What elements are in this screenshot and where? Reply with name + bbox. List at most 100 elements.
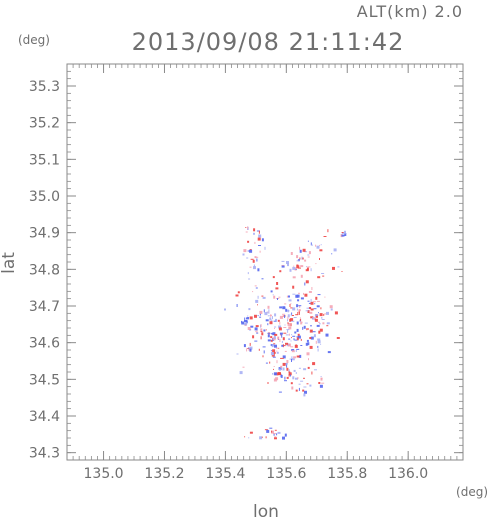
echo-point	[243, 249, 247, 253]
echo-point	[267, 332, 271, 334]
echo-point	[279, 375, 281, 377]
echo-point	[291, 334, 293, 336]
echo-point	[247, 315, 249, 317]
echo-point	[305, 342, 308, 346]
echo-point	[341, 271, 343, 272]
echo-point	[258, 230, 260, 234]
echo-point	[315, 340, 317, 344]
echo-point	[245, 227, 247, 228]
echo-point	[306, 339, 309, 342]
echo-point	[303, 386, 307, 388]
echo-point	[288, 371, 291, 373]
echo-point	[262, 346, 266, 348]
echo-point	[273, 343, 276, 345]
echo-point	[262, 355, 264, 358]
echo-point	[288, 299, 292, 302]
echo-point	[316, 305, 320, 308]
echo-point	[288, 373, 290, 377]
echo-point	[274, 436, 277, 438]
echo-point	[255, 256, 259, 258]
echo-point	[255, 299, 259, 303]
echo-point	[331, 253, 333, 255]
echo-point	[284, 350, 287, 352]
echo-point	[271, 319, 273, 323]
echo-point	[324, 296, 326, 298]
echo-point	[298, 311, 300, 315]
echo-point	[274, 313, 277, 317]
echo-point	[296, 321, 299, 325]
echo-point	[270, 339, 273, 342]
echo-point	[276, 433, 278, 436]
echo-point	[279, 315, 283, 319]
echo-point	[321, 317, 323, 319]
echo-point	[294, 267, 297, 271]
echo-point	[292, 307, 296, 311]
echo-point	[309, 337, 312, 339]
echo-point	[247, 327, 251, 330]
echo-point	[334, 311, 338, 315]
echo-point	[297, 377, 299, 380]
echo-point	[289, 374, 291, 377]
echo-point	[255, 331, 257, 333]
echo-point	[292, 335, 296, 337]
echo-point	[318, 382, 321, 384]
x-tick-label: 135.8	[327, 466, 367, 482]
echo-point	[282, 313, 286, 315]
echo-point	[296, 265, 300, 269]
echo-point	[277, 319, 280, 322]
echo-point	[280, 357, 282, 359]
echo-point	[287, 329, 289, 333]
echo-point	[285, 308, 288, 312]
echo-point	[270, 352, 274, 355]
echo-point	[259, 316, 262, 318]
echo-point	[321, 319, 325, 320]
echo-point	[272, 349, 276, 353]
echo-point	[257, 304, 258, 306]
echo-point	[319, 323, 321, 325]
echo-point	[298, 383, 301, 385]
echo-point	[277, 431, 281, 434]
echo-point	[256, 330, 258, 334]
echo-point	[274, 429, 277, 431]
echo-point	[267, 323, 269, 326]
echo-point	[273, 433, 276, 435]
chart-subtitle: ALT(km) 2.0	[357, 2, 463, 21]
echo-point	[296, 255, 299, 259]
echo-point	[316, 324, 320, 327]
echo-point	[310, 301, 314, 305]
echo-point	[311, 287, 313, 290]
echo-point	[281, 334, 283, 338]
echo-point	[273, 320, 276, 322]
echo-point	[254, 327, 258, 331]
echo-point	[290, 307, 294, 309]
echo-point	[307, 256, 310, 258]
echo-point	[297, 299, 300, 302]
echo-point	[293, 369, 296, 372]
echo-point	[292, 376, 295, 380]
echo-point	[272, 351, 276, 354]
echo-point	[285, 334, 289, 336]
echo-point	[304, 293, 308, 297]
echo-point	[298, 292, 300, 294]
echo-point	[296, 294, 300, 298]
echo-point	[293, 338, 295, 341]
y-tick-label: 34.6	[29, 336, 60, 352]
echo-point	[292, 276, 296, 279]
echo-point	[245, 231, 248, 233]
echo-point	[317, 276, 321, 279]
echo-point	[248, 347, 251, 351]
echo-point	[254, 241, 256, 244]
echo-point	[302, 326, 304, 330]
echo-point	[290, 318, 294, 322]
echo-point	[279, 339, 281, 342]
echo-point	[317, 345, 319, 348]
echo-point	[282, 337, 285, 341]
echo-point	[262, 296, 266, 299]
echo-point	[319, 384, 323, 388]
echo-point	[267, 382, 269, 384]
echo-point	[287, 316, 289, 320]
echo-point	[272, 373, 274, 375]
echo-point	[255, 325, 259, 328]
echo-point	[280, 365, 283, 368]
echo-point	[282, 345, 286, 347]
